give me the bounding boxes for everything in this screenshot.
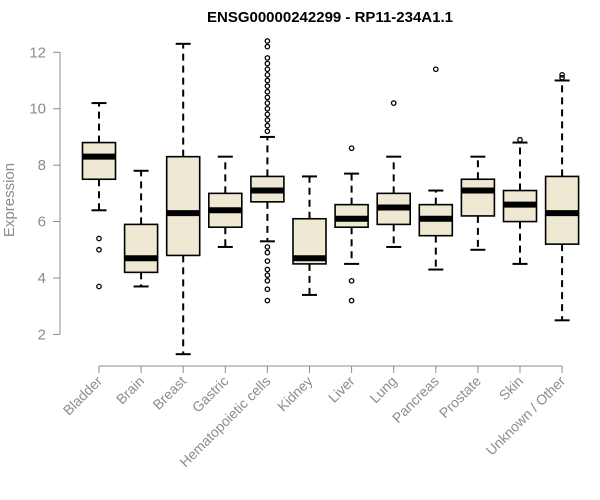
iqr-box — [165, 155, 201, 257]
x-tick-label: Kidney — [274, 373, 316, 415]
x-tick-label: Bladder — [60, 373, 106, 419]
x-tick-label: Liver — [325, 373, 358, 406]
box-breast — [165, 42, 201, 356]
x-tick-label: Pancreas — [389, 373, 442, 426]
boxes-group — [81, 38, 580, 356]
outlier-point — [264, 100, 271, 106]
outlier-point — [264, 297, 271, 304]
outlier-point — [264, 105, 271, 112]
box-prostate — [460, 155, 496, 251]
y-tick-label: 4 — [38, 270, 46, 287]
outlier-point — [264, 83, 271, 89]
y-tick-label: 2 — [38, 326, 46, 343]
box-liver — [334, 145, 369, 304]
box-brain — [123, 169, 159, 288]
outlier-point — [264, 66, 271, 73]
outlier-point — [264, 249, 271, 256]
box-lung — [376, 100, 412, 248]
outlier-point — [264, 122, 271, 129]
outlier-point — [390, 100, 397, 106]
outlier-point — [96, 235, 102, 242]
box-pancreas — [418, 66, 454, 271]
box-gastric — [208, 155, 243, 248]
outlier-point — [264, 277, 271, 284]
outlier-point — [264, 60, 271, 67]
outlier-point — [96, 283, 102, 290]
outlier-point — [264, 88, 271, 95]
outlier-point — [264, 128, 271, 135]
box-skin — [502, 136, 538, 265]
chart-title: ENSG00000242299 - RP11-234A1.1 — [207, 9, 453, 26]
y-tick-label: 6 — [38, 214, 46, 231]
box-kidney — [292, 175, 327, 296]
outlier-point — [264, 94, 271, 101]
box-unknown-other — [544, 72, 580, 322]
y-tick-label: 12 — [29, 44, 46, 61]
outlier-point — [559, 72, 565, 78]
x-tick-label: Prostate — [436, 373, 484, 421]
outlier-point — [517, 136, 523, 143]
box-bladder — [81, 102, 117, 290]
iqr-box — [123, 223, 159, 274]
x-tick-label: Skin — [496, 373, 527, 404]
outlier-point — [264, 258, 271, 264]
iqr-box — [81, 141, 117, 181]
y-tick-label: 10 — [29, 101, 46, 118]
outlier-point — [264, 117, 271, 123]
outlier-point — [96, 246, 102, 253]
x-tick-label: Unknown / Other — [483, 373, 569, 459]
outlier-point — [264, 244, 271, 250]
outlier-point — [264, 111, 271, 118]
outlier-point — [264, 286, 271, 293]
outlier-point — [264, 38, 271, 44]
outlier-point — [264, 77, 271, 84]
outlier-point — [264, 266, 271, 273]
outlier-point — [348, 145, 355, 152]
y-axis: 2 4 6 8 10 12 — [29, 44, 61, 343]
outlier-point — [348, 297, 355, 304]
x-tick-label: Breast — [149, 373, 189, 413]
x-tick-label: Brain — [113, 373, 147, 407]
outlier-point — [348, 277, 355, 284]
outlier-point — [264, 43, 271, 50]
outlier-point — [432, 66, 439, 73]
outlier-point — [264, 72, 271, 78]
outlier-point — [264, 272, 271, 279]
iqr-box — [460, 178, 496, 217]
x-tick-label: Lung — [366, 373, 399, 406]
y-tick-label: 8 — [38, 157, 46, 174]
outlier-point — [559, 74, 565, 81]
box-hematopoietic-cells — [250, 38, 285, 304]
y-axis-label: Expression — [1, 163, 18, 237]
outlier-point — [264, 55, 271, 61]
